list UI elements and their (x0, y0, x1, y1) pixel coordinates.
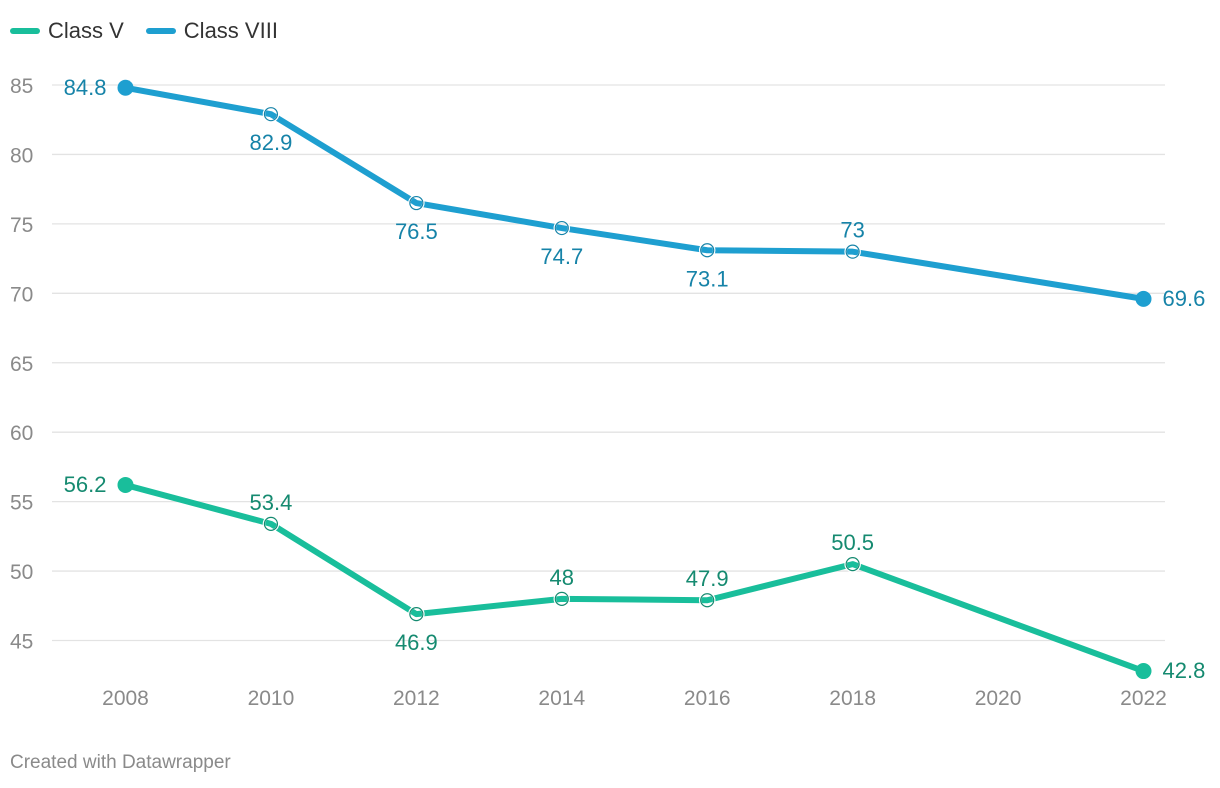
y-tick-label-45: 45 (10, 631, 33, 654)
point-class-viii-2022 (1135, 290, 1152, 307)
series-line-class-v (122, 481, 1147, 675)
data-label-class-v-2014: 48 (550, 565, 574, 590)
data-label-class-v-2022: 42.8 (1163, 658, 1206, 683)
x-tick-label-2014: 2014 (538, 687, 585, 710)
line-chart: 45 50 55 60 65 70 75 80 85 2008 2010 2012 2014 2016 20… (10, 75, 1206, 710)
y-tick-label-75: 75 (10, 214, 33, 237)
y-tick-label-70: 70 (10, 283, 33, 306)
point-class-viii-2012 (409, 195, 424, 211)
x-tick-label-2012: 2012 (393, 687, 440, 710)
point-class-v-2016 (700, 593, 715, 608)
data-label-class-v-2018: 50.5 (831, 530, 874, 555)
point-class-viii-2018 (845, 244, 860, 259)
x-tick-label-2022: 2022 (1120, 687, 1167, 710)
data-label-class-viii-2014: 74.7 (540, 244, 583, 269)
y-tick-label-85: 85 (10, 75, 33, 98)
data-label-class-viii-2016: 73.1 (686, 266, 729, 291)
data-label-class-v-2016: 47.9 (686, 566, 729, 591)
y-tick-label-60: 60 (10, 422, 33, 445)
y-tick-label-80: 80 (10, 144, 33, 167)
point-class-v-2018 (845, 557, 860, 572)
x-tick-label-2008: 2008 (102, 687, 149, 710)
data-label-class-viii-2010: 82.9 (250, 130, 293, 155)
point-class-viii-2014 (554, 220, 569, 236)
legend-label-class-v: Class V (48, 18, 124, 43)
x-tick-label-2020: 2020 (975, 687, 1022, 710)
series-line-class-viii (122, 84, 1147, 302)
x-tick-label-2018: 2018 (829, 687, 876, 710)
data-label-class-v-2012: 46.9 (395, 630, 438, 655)
footer-credit: Created with Datawrapper (10, 752, 231, 773)
legend-label-class-viii: Class VIII (183, 18, 278, 43)
point-class-v-2010 (263, 516, 279, 531)
point-class-v-2022 (1135, 663, 1152, 680)
legend-swatch-class-viii (145, 28, 176, 34)
y-tick-label-50: 50 (10, 561, 33, 584)
data-label-class-viii-2012: 76.5 (395, 219, 438, 244)
y-tick-label-55: 55 (10, 492, 33, 515)
data-label-class-viii-2022: 69.6 (1163, 286, 1206, 311)
data-label-class-viii-2018: 73 (840, 218, 864, 243)
point-class-viii-2008 (117, 79, 134, 96)
point-class-v-2014 (554, 591, 569, 606)
point-class-viii-2010 (263, 107, 279, 122)
data-label-class-v-2008: 56.2 (64, 472, 107, 497)
legend: Class V Class VIII (10, 14, 278, 48)
x-tick-label-2010: 2010 (248, 687, 295, 710)
y-tick-label-65: 65 (10, 353, 33, 376)
point-class-v-2012 (409, 607, 424, 622)
point-class-v-2008 (117, 476, 134, 493)
legend-item-class-v[interactable]: Class V (10, 18, 124, 44)
point-class-viii-2016 (700, 243, 715, 258)
x-tick-label-2016: 2016 (684, 687, 731, 710)
data-label-class-viii-2008: 84.8 (64, 75, 107, 100)
legend-swatch-class-v (10, 28, 40, 34)
legend-item-class-viii[interactable]: Class VIII (145, 18, 278, 44)
data-label-class-v-2010: 53.4 (250, 490, 293, 515)
